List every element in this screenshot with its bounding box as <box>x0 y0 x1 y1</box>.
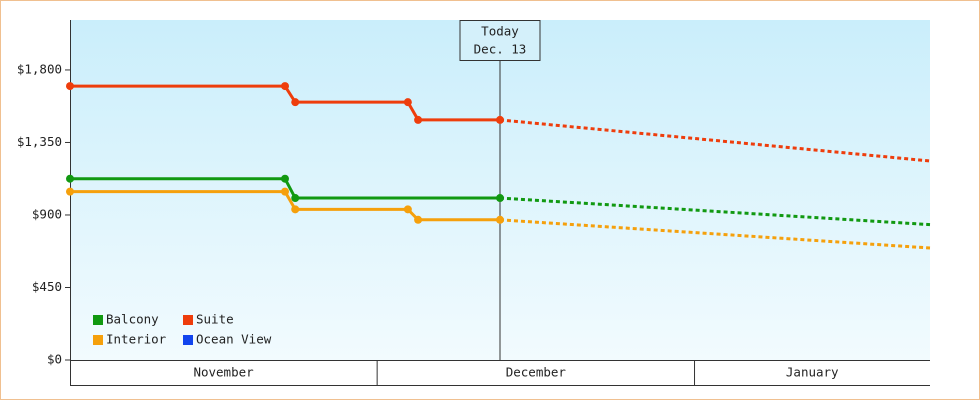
price-point <box>496 115 504 124</box>
month-label: November <box>193 365 254 380</box>
legend-label: Ocean View <box>196 332 272 347</box>
price-point <box>496 194 504 203</box>
legend-label: Balcony <box>106 312 159 327</box>
price-point <box>414 215 423 224</box>
legend-swatch <box>183 315 193 325</box>
price-point <box>66 174 74 183</box>
price-point <box>66 187 74 196</box>
price-line <box>70 177 500 200</box>
price-point <box>414 115 423 124</box>
y-tick-label: $900 <box>32 206 62 221</box>
forecast-line <box>499 218 931 250</box>
forecast-line <box>499 118 931 163</box>
price-point <box>281 187 289 196</box>
month-label: January <box>786 365 839 380</box>
today-label: Today <box>481 24 519 39</box>
forecast-line <box>499 196 931 227</box>
legend-label: Interior <box>106 332 167 347</box>
legend-swatch <box>93 335 103 345</box>
legend-label: Suite <box>196 312 234 327</box>
y-tick-label: $1,350 <box>17 134 62 149</box>
price-point <box>403 98 412 107</box>
price-line <box>70 84 500 122</box>
price-point <box>496 215 504 224</box>
y-tick-label: $0 <box>47 352 62 367</box>
price-point <box>281 174 289 183</box>
price-point <box>291 98 300 107</box>
price-point <box>291 205 300 214</box>
y-tick-label: $1,800 <box>17 61 62 76</box>
price-point <box>403 205 412 214</box>
legend-swatch <box>93 315 103 325</box>
y-tick-label: $450 <box>32 279 62 294</box>
price-line <box>70 190 500 222</box>
month-label: December <box>506 365 567 380</box>
price-point <box>291 194 300 203</box>
price-point <box>281 82 289 91</box>
today-box <box>459 20 541 61</box>
today-date: Dec. 13 <box>474 42 527 57</box>
legend-swatch <box>183 335 193 345</box>
price-point <box>66 82 74 91</box>
